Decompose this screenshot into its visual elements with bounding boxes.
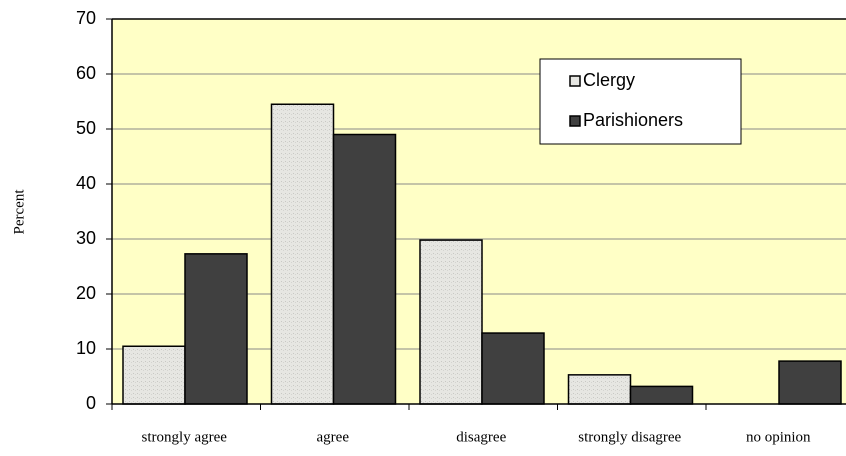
bar: [122, 345, 186, 405]
y-tick-label: 10: [76, 338, 96, 358]
legend-label: Clergy: [583, 70, 635, 90]
legend-swatch: [569, 75, 581, 87]
bar: [419, 239, 483, 405]
x-tick-label: disagree: [456, 429, 506, 445]
bar: [567, 374, 632, 405]
legend-swatch: [569, 115, 581, 127]
y-tick-label: 40: [76, 173, 96, 193]
bar: [629, 385, 694, 405]
bar: [481, 332, 545, 405]
y-axis-label: Percent: [11, 189, 27, 235]
bar: [184, 253, 248, 405]
bar: [778, 360, 842, 405]
bar: [270, 103, 335, 405]
y-tick-label: 0: [86, 393, 96, 413]
x-tick-label: strongly agree: [142, 429, 228, 445]
bar: [332, 133, 397, 405]
legend-label: Parishioners: [583, 110, 683, 130]
y-tick-label: 70: [76, 8, 96, 28]
x-tick-label: no opinion: [746, 429, 811, 445]
y-tick-label: 50: [76, 118, 96, 138]
y-tick-label: 20: [76, 283, 96, 303]
x-tick-label: strongly disagree: [578, 429, 681, 445]
y-tick-label: 30: [76, 228, 96, 248]
legend: [539, 58, 742, 145]
y-tick-label: 60: [76, 63, 96, 83]
x-tick-label: agree: [317, 429, 350, 445]
